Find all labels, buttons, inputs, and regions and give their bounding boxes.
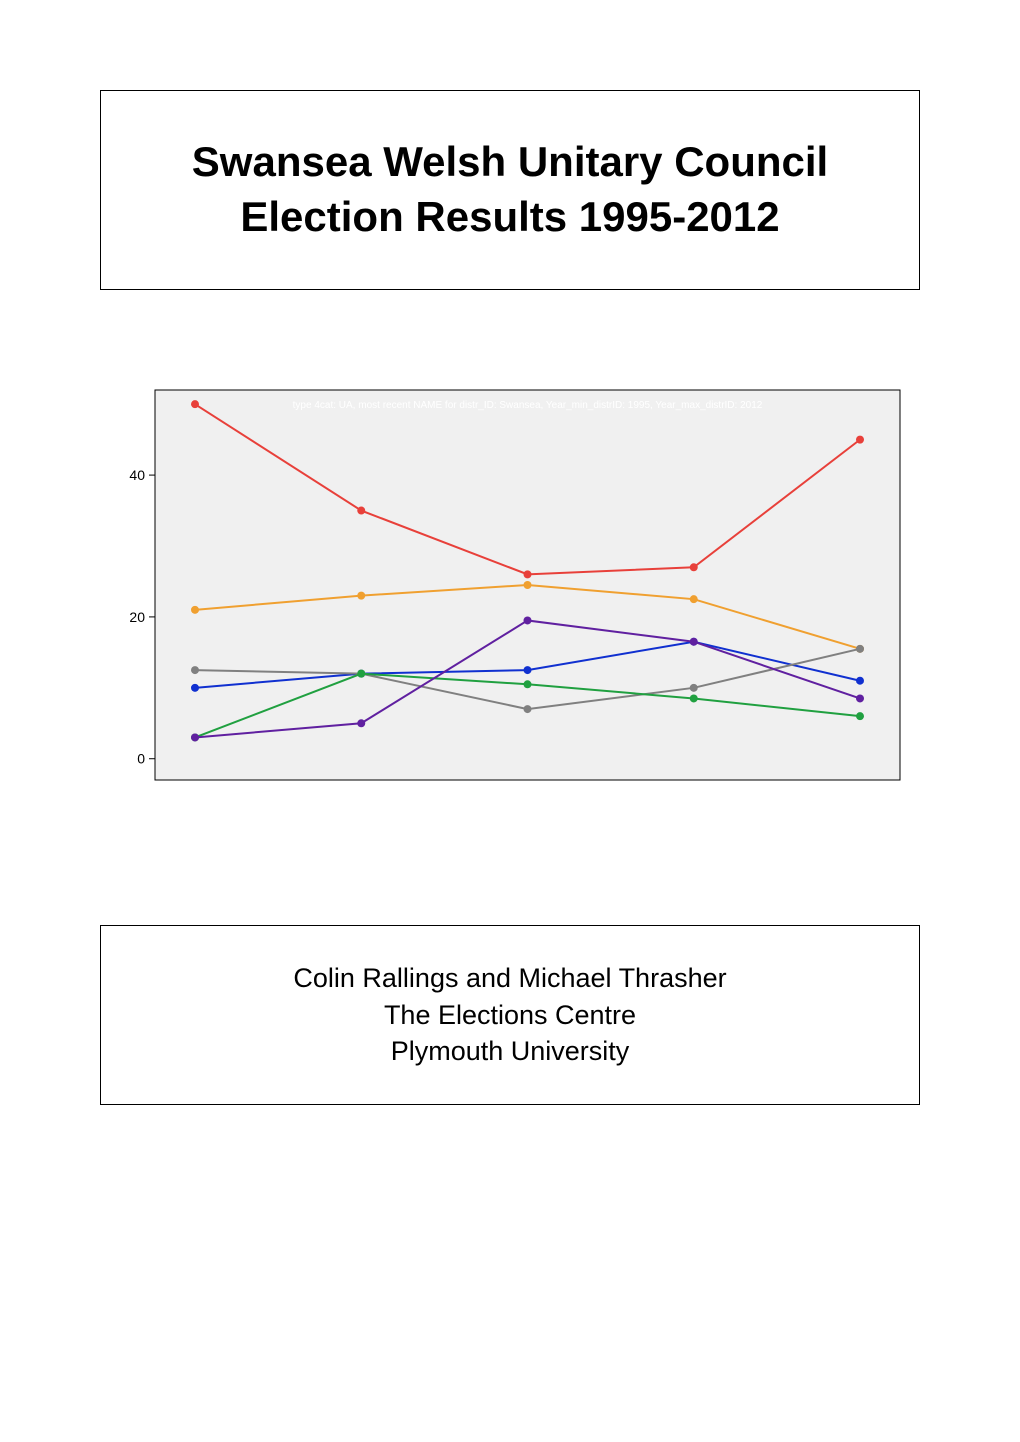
svg-text:40: 40 xyxy=(129,467,145,483)
credits-centre: The Elections Centre xyxy=(384,997,636,1033)
svg-text:type 4cat: UA, most recent NAM: type 4cat: UA, most recent NAME for dist… xyxy=(293,400,763,411)
page-title: Swansea Welsh Unitary Council Election R… xyxy=(121,135,899,244)
credits-box: Colin Rallings and Michael Thrasher The … xyxy=(100,925,920,1105)
credits-authors: Colin Rallings and Michael Thrasher xyxy=(293,960,726,996)
svg-text:0: 0 xyxy=(137,751,145,767)
title-box: Swansea Welsh Unitary Council Election R… xyxy=(100,90,920,290)
credits-university: Plymouth University xyxy=(391,1033,630,1069)
svg-text:20: 20 xyxy=(129,609,145,625)
chart-container: type 4cat: UA, most recent NAME for dist… xyxy=(100,380,920,810)
line-chart: type 4cat: UA, most recent NAME for dist… xyxy=(100,380,920,810)
